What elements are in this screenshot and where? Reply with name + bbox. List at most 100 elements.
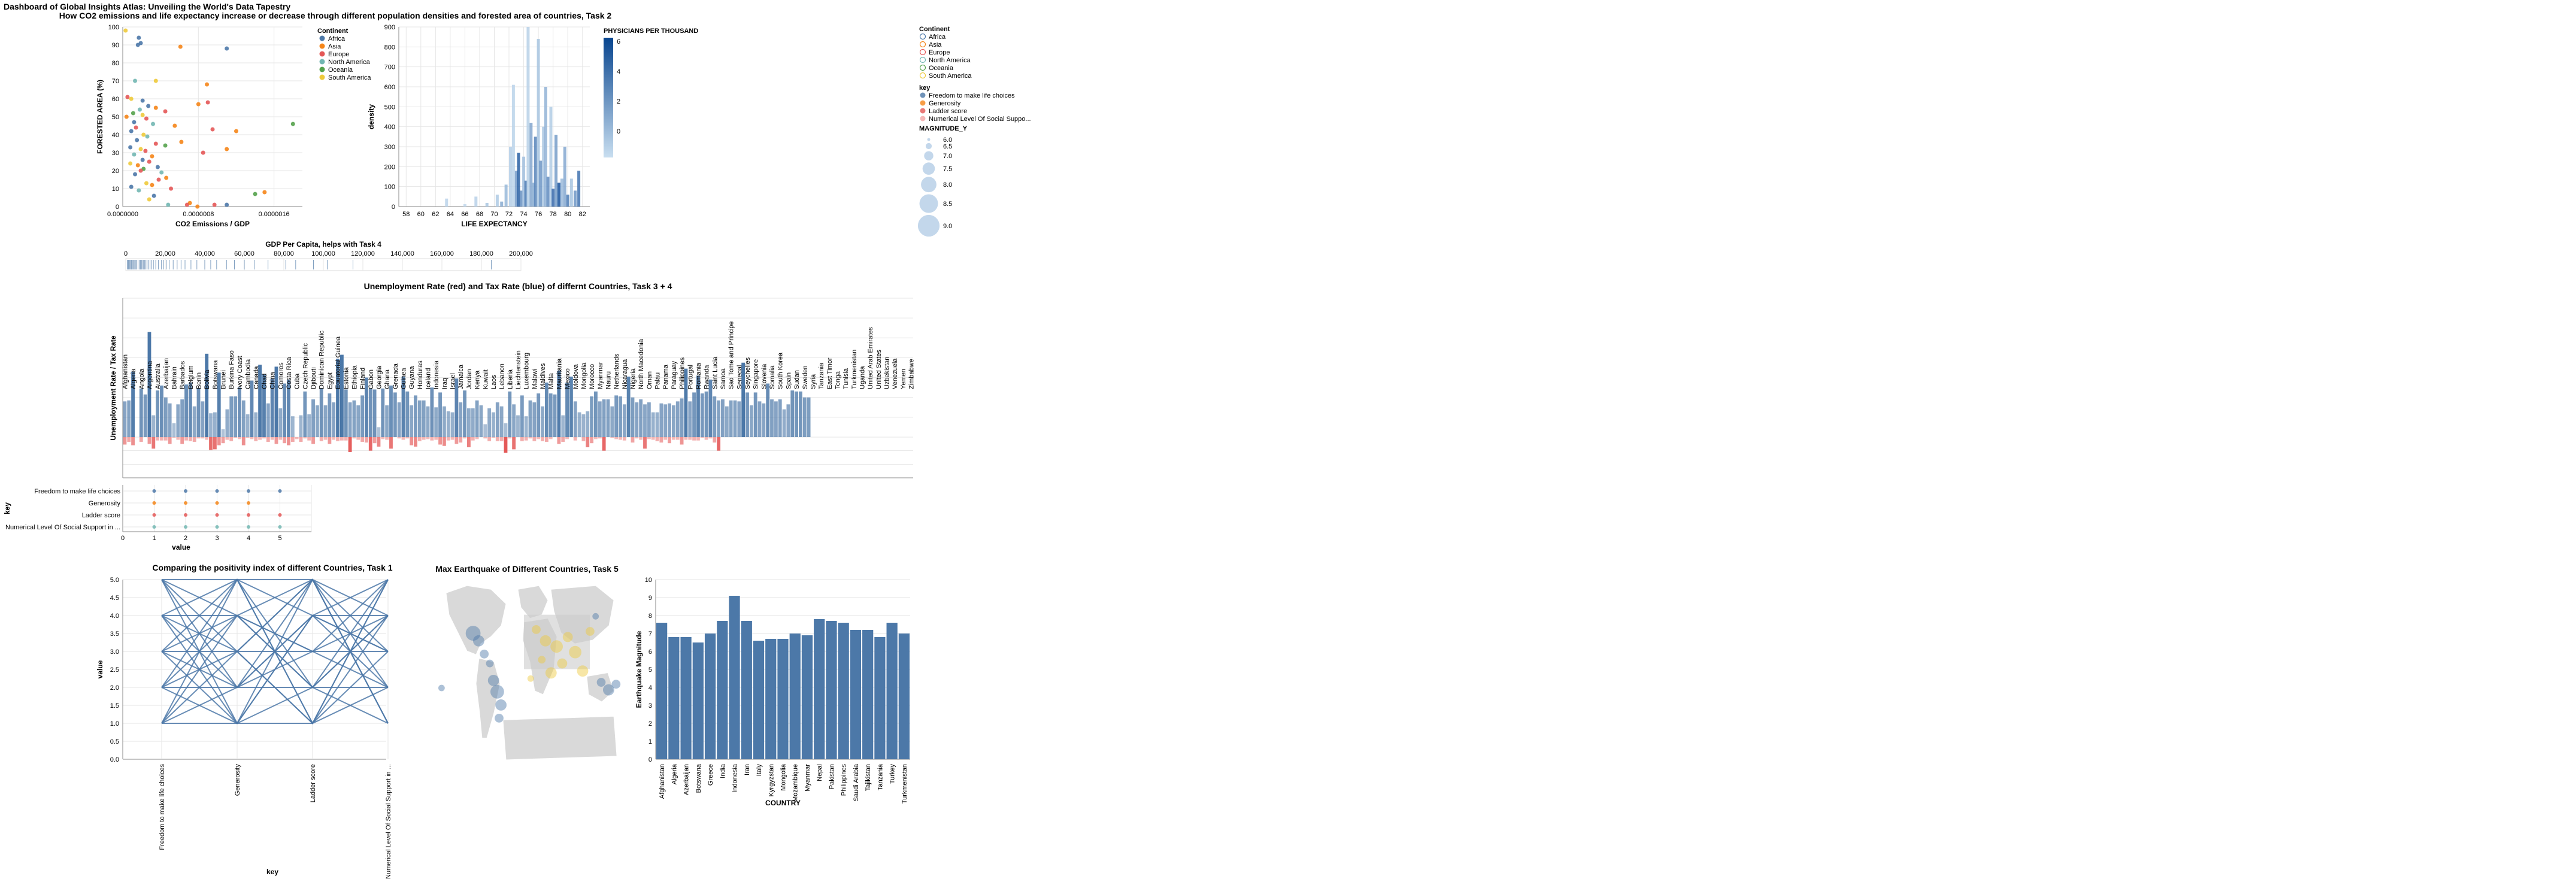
scatter-point xyxy=(225,202,229,207)
scatter-point xyxy=(150,183,154,187)
x-tick-label: Ladder score xyxy=(310,764,317,802)
scatter-point xyxy=(146,104,151,108)
unemployment-bar xyxy=(438,437,442,445)
strip-point xyxy=(152,489,156,493)
tax-bar xyxy=(663,404,668,437)
map-region xyxy=(524,614,590,669)
tax-bar xyxy=(229,396,234,437)
country-bar-label: Australia xyxy=(154,363,162,389)
y-axis-title: Earthquake Magnitude xyxy=(635,631,643,708)
unemployment-bar xyxy=(238,437,241,440)
unemployment-bar xyxy=(213,437,217,450)
country-bar-label: Syria xyxy=(810,374,817,389)
x-tick-label: 80 xyxy=(564,211,571,218)
scatter-point xyxy=(205,82,210,87)
unemployment-bar xyxy=(254,437,258,441)
tax-bar xyxy=(602,399,606,437)
x-tick-label: 0.0000000 xyxy=(107,211,138,218)
earthquake-bubble xyxy=(480,649,489,659)
scatter-point xyxy=(184,202,189,207)
histogram-bar xyxy=(537,39,540,207)
tax-bar xyxy=(725,406,729,437)
x-axis-title: CO2 Emissions / GDP xyxy=(175,220,250,228)
legend-swatch xyxy=(919,72,926,79)
unemployment-bar xyxy=(295,437,299,440)
country-bar-label: Tanzania xyxy=(818,362,825,389)
parallel-line xyxy=(161,615,389,688)
y-tick-label: 1.5 xyxy=(110,702,119,710)
tax-bar xyxy=(344,389,348,437)
earthquake-bar xyxy=(898,634,910,759)
country-bar-label: Netherlands xyxy=(613,353,620,389)
tax-bar xyxy=(749,405,753,437)
unemployment-bar xyxy=(123,437,127,445)
country-bar-label: Indonesia xyxy=(433,360,440,389)
unemployment-bar xyxy=(499,437,504,441)
x-tick-label: 5 xyxy=(278,535,281,542)
scatter-point xyxy=(128,161,133,166)
tax-bar xyxy=(594,391,598,437)
y-tick-label: 2.5 xyxy=(110,666,119,674)
unemployment-bar xyxy=(414,437,417,447)
country-bar-label: Turkmenistan xyxy=(851,350,858,389)
strip-point xyxy=(247,525,250,529)
earthquake-bubble xyxy=(527,675,534,682)
histogram-bar xyxy=(563,147,566,207)
unemployment-bar xyxy=(635,437,639,439)
country-bar-label: Zimbabwe xyxy=(908,359,916,389)
x-tick-label: 68 xyxy=(476,211,483,218)
y-tick-label: 70 xyxy=(112,78,119,85)
scatter-point xyxy=(225,46,229,51)
histogram-bar xyxy=(517,153,520,207)
tax-bar xyxy=(221,429,225,437)
earthquake-bubble xyxy=(486,659,494,668)
country-bar-label: Palau xyxy=(654,372,662,389)
x-tick-label: Turkmenistan xyxy=(901,764,908,804)
tax-bar xyxy=(397,402,401,437)
tax-bar xyxy=(643,404,647,437)
unemployment-bar xyxy=(397,437,401,439)
scatter-point xyxy=(262,190,267,195)
unemployment-bar xyxy=(602,437,606,451)
country-bar-label: Costa Rica xyxy=(286,356,293,389)
x-tick-label: Generosity xyxy=(234,764,241,796)
strip-point xyxy=(152,501,156,505)
unemployment-bar xyxy=(168,437,172,444)
scatter-point xyxy=(178,44,183,49)
tax-bar xyxy=(696,375,700,437)
tax-bar xyxy=(733,400,737,437)
unemployment-bar xyxy=(680,437,684,445)
unemployment-bar xyxy=(622,437,626,441)
x-tick-label: 72 xyxy=(505,211,513,218)
country-bar-label: Dominican Republic xyxy=(319,331,326,389)
y-tick-label: 3 xyxy=(648,702,652,710)
tax-bar xyxy=(192,406,196,437)
tax-bar xyxy=(127,400,131,437)
tax-bar xyxy=(348,402,352,437)
tax-bar xyxy=(372,389,377,437)
unemployment-bar xyxy=(684,437,688,440)
country-bar-label: Guyana xyxy=(408,366,416,389)
legend-label: Africa xyxy=(328,35,346,43)
chart-title: Max Earthquake of Different Countries, T… xyxy=(435,564,619,574)
tax-bar xyxy=(565,382,569,437)
x-tick-label: 100,000 xyxy=(311,250,335,257)
country-bar-label: Moldova xyxy=(572,364,580,389)
scatter-point xyxy=(150,154,154,159)
tax-bar xyxy=(201,401,205,437)
tax-bar xyxy=(307,414,311,437)
x-tick-label: 3 xyxy=(215,535,219,542)
unemployment-bar xyxy=(557,437,561,444)
y-tick-label: 4.0 xyxy=(110,613,119,620)
unemployment-bar xyxy=(360,437,365,442)
country-bar-label: Cuba xyxy=(294,373,301,389)
y-axis-title: density xyxy=(367,104,375,129)
tax-bar xyxy=(619,396,622,437)
unemployment-bar xyxy=(221,437,225,444)
tax-bar xyxy=(778,399,782,437)
histogram-bar xyxy=(532,183,535,207)
x-tick-label: Greece xyxy=(707,764,714,786)
unemployment-bar xyxy=(651,437,655,440)
earthquake-bubble xyxy=(562,632,573,642)
scatter-point xyxy=(141,132,146,137)
